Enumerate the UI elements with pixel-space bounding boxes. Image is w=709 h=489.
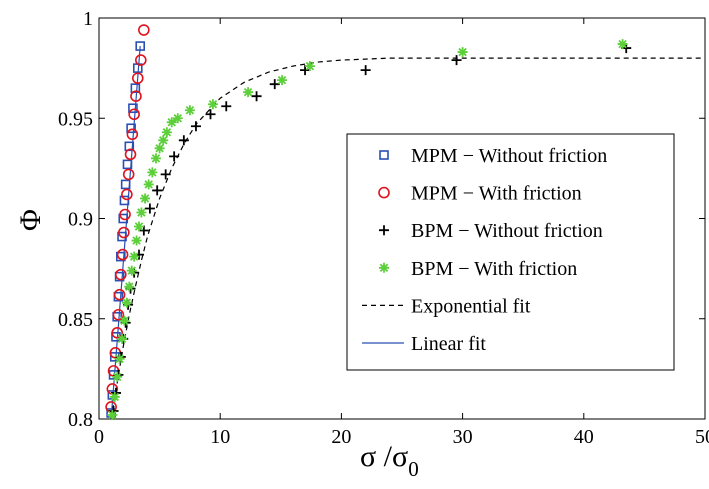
point-asterisk-10 <box>132 236 142 246</box>
legend-item: BPM − Without friction <box>379 220 603 242</box>
y-tick-label: 0.9 <box>68 209 93 231</box>
x-axis-label: σ /σ0 <box>360 440 419 481</box>
x-axis-label-main: σ /σ <box>360 440 408 473</box>
point-asterisk-6 <box>122 298 132 308</box>
svg-text:σ /σ0: σ /σ0 <box>360 440 419 481</box>
legend-label: Linear fit <box>411 333 486 355</box>
point-asterisk-23 <box>208 99 218 109</box>
point-asterisk-27 <box>458 47 468 57</box>
point-asterisk-1 <box>110 392 120 402</box>
x-tick-label: 40 <box>574 426 594 448</box>
legend-marker-asterisk <box>379 263 389 273</box>
point-asterisk-21 <box>173 113 183 123</box>
point-asterisk-2 <box>112 372 122 382</box>
point-asterisk-0 <box>107 410 117 420</box>
point-asterisk-25 <box>277 75 287 85</box>
point-asterisk-16 <box>151 153 161 163</box>
point-asterisk-15 <box>147 167 157 177</box>
y-axis-label: Φ <box>14 209 47 231</box>
x-tick-label: 30 <box>453 426 473 448</box>
legend-label: MPM − With friction <box>411 183 582 205</box>
point-asterisk-22 <box>185 105 195 115</box>
legend-label: BPM − Without friction <box>411 220 603 242</box>
point-asterisk-12 <box>136 207 146 217</box>
y-tick-label: 0.95 <box>58 108 93 130</box>
legend-box <box>347 134 674 370</box>
x-tick-label: 20 <box>331 426 351 448</box>
point-asterisk-3 <box>115 354 125 364</box>
x-tick-label: 10 <box>210 426 230 448</box>
x-tick-label: 0 <box>94 426 104 448</box>
point-asterisk-4 <box>117 334 127 344</box>
y-tick-label: 0.8 <box>68 409 93 431</box>
y-tick-label: 1 <box>83 8 93 30</box>
point-asterisk-24 <box>243 87 253 97</box>
y-tick-label: 0.85 <box>58 309 93 331</box>
point-asterisk-9 <box>129 252 139 262</box>
point-asterisk-19 <box>162 127 172 137</box>
point-asterisk-26 <box>305 61 315 71</box>
x-tick-label: 50 <box>695 426 709 448</box>
point-asterisk-11 <box>134 222 144 232</box>
point-asterisk-7 <box>124 282 134 292</box>
point-asterisk-8 <box>127 266 137 276</box>
legend-label: MPM − Without friction <box>411 145 607 167</box>
point-asterisk-13 <box>140 193 150 203</box>
point-asterisk-14 <box>144 179 154 189</box>
legend-label: BPM − With friction <box>411 258 577 280</box>
legend-label: Exponential fit <box>411 295 531 317</box>
x-axis-label-sub: 0 <box>408 457 419 481</box>
legend-item: MPM − Without friction <box>380 145 607 167</box>
legend: MPM − Without friction MPM − With frictio… <box>347 134 674 370</box>
point-asterisk-28 <box>618 39 628 49</box>
point-asterisk-5 <box>119 316 129 326</box>
